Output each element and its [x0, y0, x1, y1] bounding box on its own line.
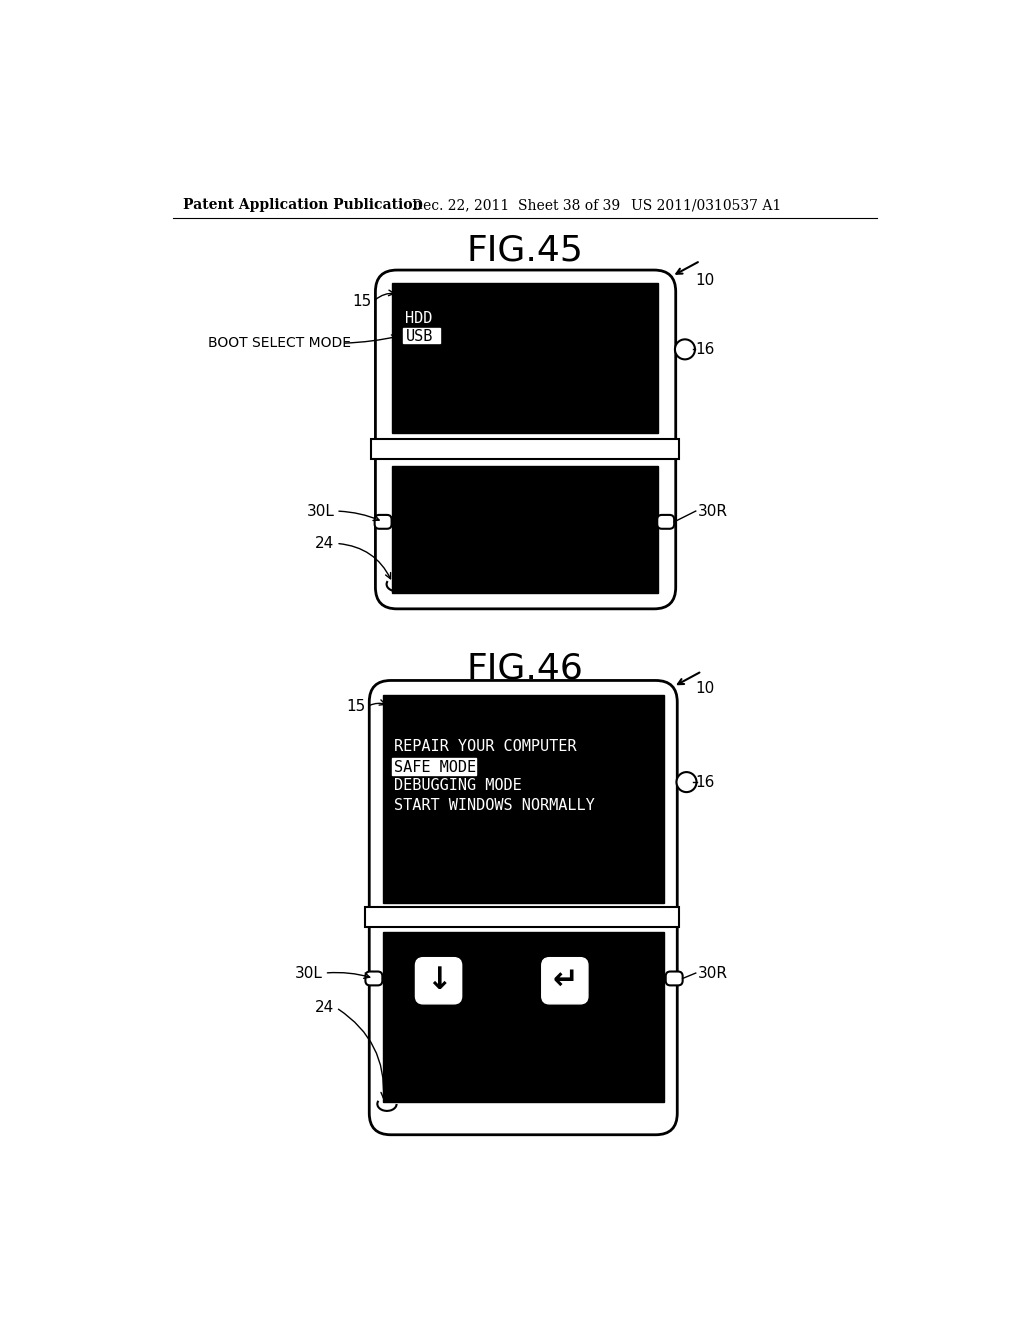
Text: REPAIR YOUR COMPUTER: REPAIR YOUR COMPUTER	[394, 739, 577, 754]
Bar	[391, 758, 476, 775]
Bar	[383, 932, 665, 1102]
Text: 24: 24	[315, 1001, 335, 1015]
Text: 16: 16	[695, 775, 715, 789]
Text: Patent Application Publication: Patent Application Publication	[183, 198, 423, 213]
Bar	[392, 284, 658, 433]
FancyBboxPatch shape	[657, 515, 674, 529]
Text: 16: 16	[695, 342, 715, 356]
Text: ↵: ↵	[552, 966, 578, 995]
Bar	[383, 696, 665, 903]
FancyBboxPatch shape	[416, 958, 462, 1003]
Bar	[371, 440, 679, 459]
FancyBboxPatch shape	[370, 681, 677, 1135]
Text: 30L: 30L	[307, 503, 335, 519]
Text: 30L: 30L	[295, 965, 323, 981]
Circle shape	[677, 772, 696, 792]
Text: ↓: ↓	[426, 966, 452, 995]
Text: Dec. 22, 2011  Sheet 38 of 39: Dec. 22, 2011 Sheet 38 of 39	[412, 198, 620, 213]
Text: 10: 10	[695, 681, 715, 696]
Text: BOOT SELECT MODE: BOOT SELECT MODE	[208, 337, 350, 350]
Text: FIG.45: FIG.45	[466, 234, 584, 268]
Text: 15: 15	[346, 700, 366, 714]
FancyBboxPatch shape	[375, 515, 391, 529]
Circle shape	[675, 339, 695, 359]
Bar	[365, 907, 679, 927]
FancyBboxPatch shape	[666, 972, 683, 985]
Text: 15: 15	[352, 294, 372, 309]
Text: SAFE MODE: SAFE MODE	[394, 760, 476, 775]
Text: HDD: HDD	[406, 312, 433, 326]
Bar	[403, 327, 440, 343]
Text: US 2011/0310537 A1: US 2011/0310537 A1	[631, 198, 781, 213]
Text: START WINDOWS NORMALLY: START WINDOWS NORMALLY	[394, 799, 595, 813]
FancyBboxPatch shape	[542, 958, 588, 1003]
Bar	[392, 466, 658, 594]
FancyBboxPatch shape	[366, 972, 382, 985]
Text: 30R: 30R	[698, 965, 728, 981]
Text: 30R: 30R	[698, 503, 728, 519]
Text: USB: USB	[406, 330, 433, 345]
Text: FIG.46: FIG.46	[466, 651, 584, 685]
Text: 24: 24	[315, 536, 335, 550]
FancyBboxPatch shape	[376, 271, 676, 609]
Text: 10: 10	[695, 272, 715, 288]
Text: DEBUGGING MODE: DEBUGGING MODE	[394, 779, 521, 793]
